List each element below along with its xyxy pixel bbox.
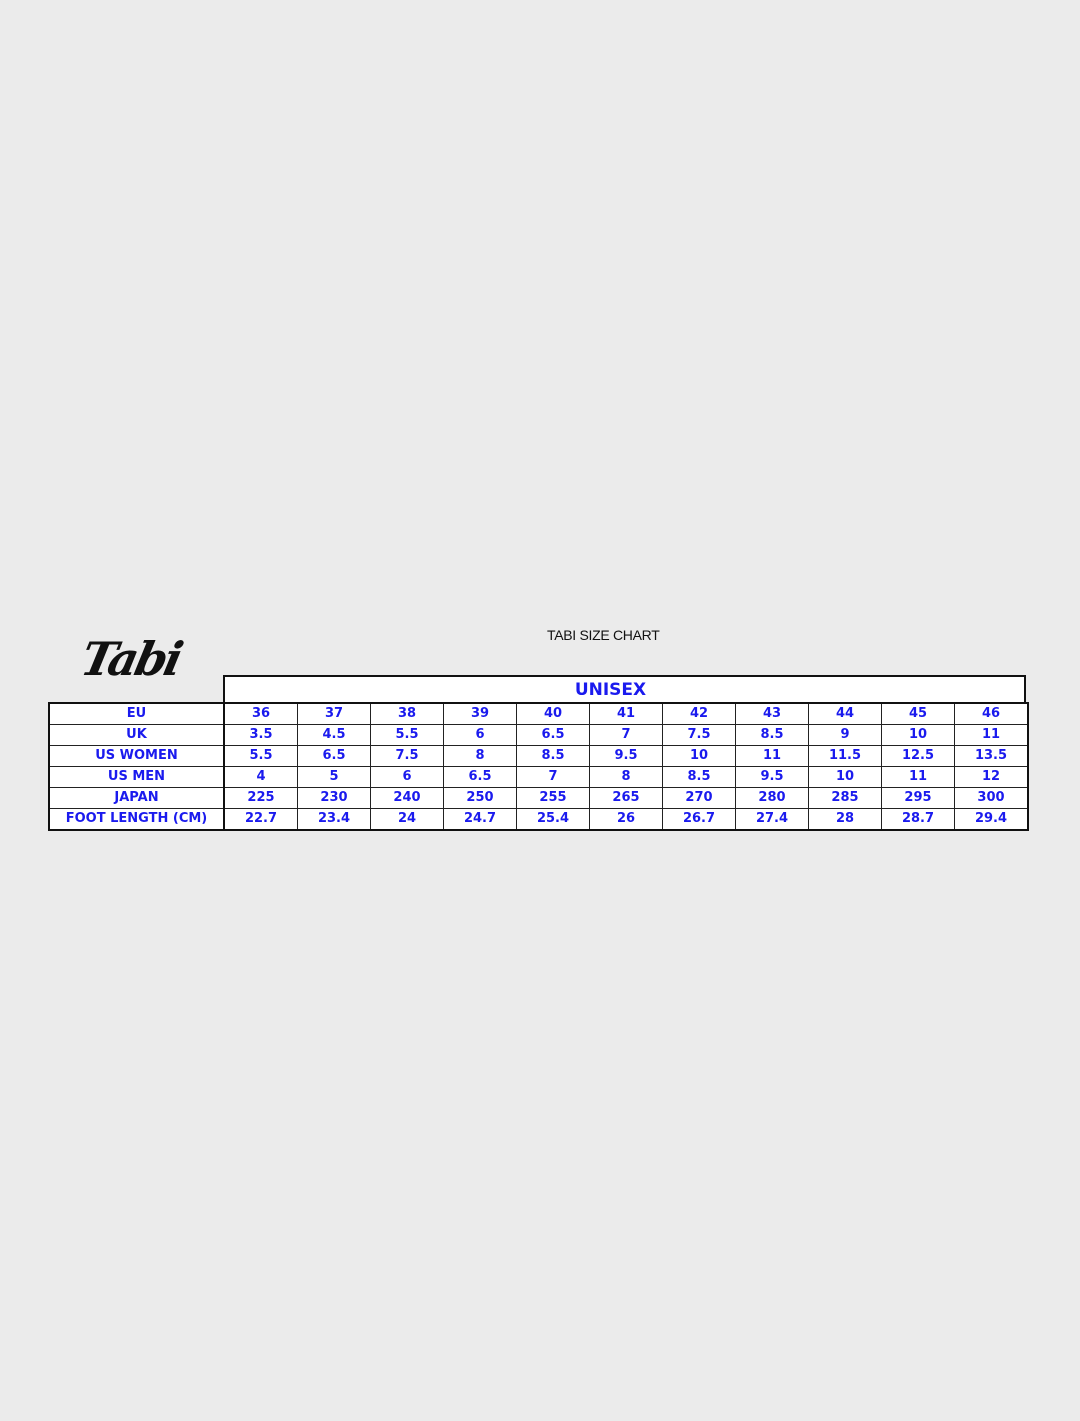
- size-cell: 300: [954, 787, 1029, 809]
- size-cell: 7: [589, 724, 663, 746]
- size-cell: 10: [808, 766, 882, 788]
- size-cell: 4.5: [297, 724, 371, 746]
- size-cell: 28.7: [881, 808, 955, 831]
- size-cell: 240: [370, 787, 444, 809]
- size-cell: 8.5: [516, 745, 590, 767]
- size-cell: 5.5: [370, 724, 444, 746]
- table-row: FOOT LENGTH (CM) 22.7 23.4 24 24.7 25.4 26 26.7…: [48, 808, 1029, 831]
- size-cell: 13.5: [954, 745, 1029, 767]
- size-cell: 25.4: [516, 808, 590, 831]
- size-cell: 9: [808, 724, 882, 746]
- size-cell: 9.5: [589, 745, 663, 767]
- row-label: US WOMEN: [48, 745, 225, 767]
- size-cell: 26.7: [662, 808, 736, 831]
- row-label: FOOT LENGTH (CM): [48, 808, 225, 831]
- size-chart-table: EU 36 37 38 39 40 41 42 43 44 45 46 UK 3.5 4.5 5.5 6 6.5 7…: [48, 702, 1029, 831]
- size-cell: 7.5: [370, 745, 444, 767]
- size-cell: 22.7: [223, 808, 298, 831]
- tabi-logo: Tabi: [76, 632, 186, 686]
- size-cell: 295: [881, 787, 955, 809]
- unisex-header: UNISEX: [223, 675, 1026, 705]
- row-label: US MEN: [48, 766, 225, 788]
- size-cell: 8.5: [735, 724, 809, 746]
- row-label: EU: [48, 702, 225, 725]
- size-cell: 265: [589, 787, 663, 809]
- size-cell: 39: [443, 702, 517, 725]
- size-cell: 12: [954, 766, 1029, 788]
- size-cell: 270: [662, 787, 736, 809]
- size-cell: 11: [881, 766, 955, 788]
- size-cell: 5: [297, 766, 371, 788]
- size-cell: 11: [954, 724, 1029, 746]
- size-cell: 24.7: [443, 808, 517, 831]
- size-cell: 280: [735, 787, 809, 809]
- size-cell: 250: [443, 787, 517, 809]
- size-cell: 37: [297, 702, 371, 725]
- size-cell: 255: [516, 787, 590, 809]
- table-row: US WOMEN 5.5 6.5 7.5 8 8.5 9.5 10 11 11.5 12.5 13.5: [48, 745, 1029, 767]
- size-cell: 9.5: [735, 766, 809, 788]
- unisex-header-label: UNISEX: [574, 680, 647, 700]
- size-cell: 6: [370, 766, 444, 788]
- size-cell: 7: [516, 766, 590, 788]
- size-cell: 29.4: [954, 808, 1029, 831]
- size-cell: 26: [589, 808, 663, 831]
- size-cell: 225: [223, 787, 298, 809]
- size-cell: 7.5: [662, 724, 736, 746]
- size-cell: 42: [662, 702, 736, 725]
- size-cell: 10: [662, 745, 736, 767]
- size-cell: 10: [881, 724, 955, 746]
- size-cell: 44: [808, 702, 882, 725]
- size-cell: 23.4: [297, 808, 371, 831]
- size-cell: 285: [808, 787, 882, 809]
- size-cell: 40: [516, 702, 590, 725]
- size-cell: 24: [370, 808, 444, 831]
- size-cell: 11.5: [808, 745, 882, 767]
- size-cell: 3.5: [223, 724, 298, 746]
- table-row: UK 3.5 4.5 5.5 6 6.5 7 7.5 8.5 9 10 11: [48, 724, 1029, 746]
- table-row: EU 36 37 38 39 40 41 42 43 44 45 46: [48, 702, 1029, 725]
- size-cell: 41: [589, 702, 663, 725]
- size-cell: 8.5: [662, 766, 736, 788]
- size-cell: 8: [443, 745, 517, 767]
- size-cell: 4: [223, 766, 298, 788]
- size-cell: 230: [297, 787, 371, 809]
- row-label: UK: [48, 724, 225, 746]
- size-cell: 36: [223, 702, 298, 725]
- size-cell: 27.4: [735, 808, 809, 831]
- size-cell: 6.5: [516, 724, 590, 746]
- size-cell: 46: [954, 702, 1029, 725]
- size-cell: 6.5: [297, 745, 371, 767]
- size-cell: 5.5: [223, 745, 298, 767]
- size-cell: 6: [443, 724, 517, 746]
- size-cell: 11: [735, 745, 809, 767]
- row-label: JAPAN: [48, 787, 225, 809]
- size-cell: 12.5: [881, 745, 955, 767]
- size-cell: 6.5: [443, 766, 517, 788]
- size-cell: 43: [735, 702, 809, 725]
- table-row: US MEN 4 5 6 6.5 7 8 8.5 9.5 10 11 12: [48, 766, 1029, 788]
- size-cell: 45: [881, 702, 955, 725]
- size-cell: 28: [808, 808, 882, 831]
- table-row: JAPAN 225 230 240 250 255 265 270 280 285 295 300: [48, 787, 1029, 809]
- size-cell: 38: [370, 702, 444, 725]
- size-cell: 8: [589, 766, 663, 788]
- page-title: TABI SIZE CHART: [547, 627, 660, 643]
